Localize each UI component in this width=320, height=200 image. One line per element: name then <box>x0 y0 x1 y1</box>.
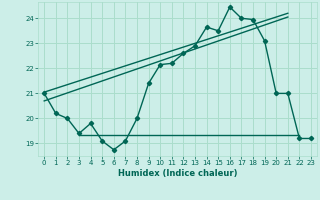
X-axis label: Humidex (Indice chaleur): Humidex (Indice chaleur) <box>118 169 237 178</box>
